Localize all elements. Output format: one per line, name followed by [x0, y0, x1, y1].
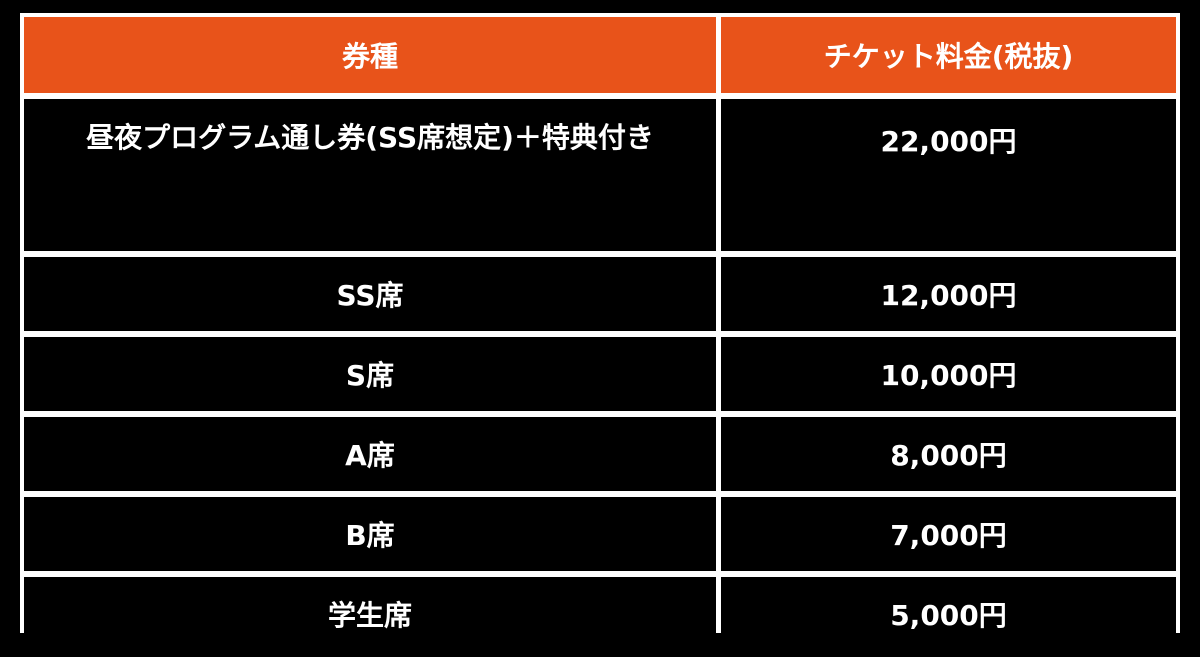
ticket-price-cell: 12,000円 [721, 257, 1176, 331]
ticket-type-cell: A席 [24, 417, 716, 491]
header-ticket-price: チケット料金(税抜) [721, 17, 1176, 93]
table-row: 学生席 5,000円 [24, 577, 1176, 651]
header-ticket-type: 券種 [24, 17, 716, 93]
ticket-type-cell: 昼夜プログラム通し券(SS席想定)＋特典付き [24, 99, 716, 251]
ticket-type-cell: 学生席 [24, 577, 716, 651]
table-row: 昼夜プログラム通し券(SS席想定)＋特典付き 22,000円 [24, 99, 1176, 251]
ticket-type-cell: S席 [24, 337, 716, 411]
ticket-price-cell: 5,000円 [721, 577, 1176, 651]
ticket-price-cell: 8,000円 [721, 417, 1176, 491]
ticket-price-cell: 10,000円 [721, 337, 1176, 411]
header-row: 券種 チケット料金(税抜) [24, 17, 1176, 93]
ticket-type-cell: SS席 [24, 257, 716, 331]
table-row: SS席 12,000円 [24, 257, 1176, 331]
table-row: A席 8,000円 [24, 417, 1176, 491]
table-row: S席 10,000円 [24, 337, 1176, 411]
ticket-price-table: 券種 チケット料金(税抜) 昼夜プログラム通し券(SS席想定)＋特典付き 22,… [20, 13, 1180, 651]
ticket-price-cell: 7,000円 [721, 497, 1176, 571]
ticket-price-cell: 22,000円 [721, 99, 1176, 251]
price-table: 券種 チケット料金(税抜) 昼夜プログラム通し券(SS席想定)＋特典付き 22,… [19, 11, 1181, 657]
ticket-type-cell: B席 [24, 497, 716, 571]
table-row: B席 7,000円 [24, 497, 1176, 571]
